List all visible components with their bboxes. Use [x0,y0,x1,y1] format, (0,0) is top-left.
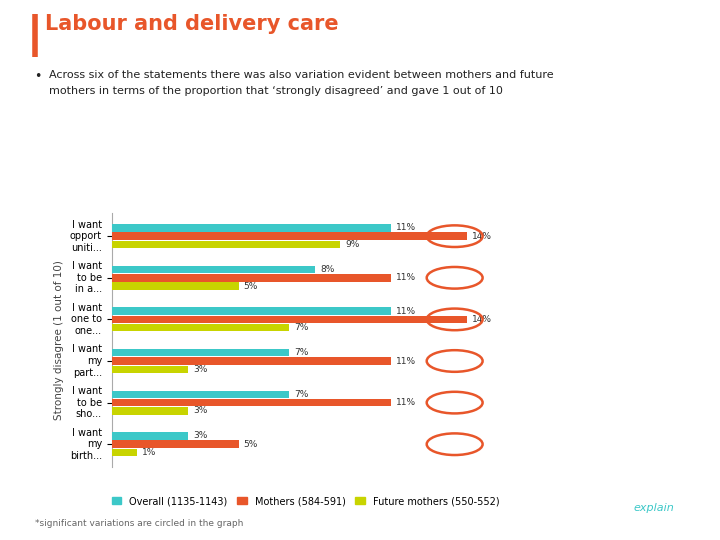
Bar [112,316,467,323]
Bar [112,266,315,273]
Bar [112,366,188,373]
Text: 1%: 1% [142,448,156,457]
Bar [112,407,188,415]
Text: •: • [35,70,42,83]
Legend: Overall (1135-1143), Mothers (584-591), Future mothers (550-552): Overall (1135-1143), Mothers (584-591), … [108,492,503,510]
Text: 11%: 11% [396,398,416,407]
Text: 5%: 5% [244,282,258,291]
Bar [112,449,137,456]
Bar [112,282,238,290]
Text: 9%: 9% [346,240,360,249]
Bar [112,399,391,407]
Text: 7%: 7% [294,348,309,357]
Y-axis label: Strongly disagree (1 out of 10): Strongly disagree (1 out of 10) [54,260,64,420]
Bar [112,441,238,448]
Text: 14%: 14% [472,315,492,324]
Bar [112,232,467,240]
Text: 3%: 3% [193,407,207,415]
Text: Labour and delivery care: Labour and delivery care [45,14,338,33]
Text: 11%: 11% [396,356,416,366]
Bar [112,432,188,440]
Text: 7%: 7% [294,323,309,332]
Bar [112,324,289,332]
Text: 5%: 5% [244,440,258,449]
Text: mothers in terms of the proportion that ‘strongly disagreed’ and gave 1 out of 1: mothers in terms of the proportion that … [49,86,503,97]
Text: explain: explain [634,503,675,513]
Text: 14%: 14% [472,232,492,241]
Text: 11%: 11% [396,307,416,315]
Bar [112,390,289,398]
Bar [112,357,391,364]
Text: 8%: 8% [320,265,334,274]
Bar [112,274,391,281]
Text: Across six of the statements there was also variation evident between mothers an: Across six of the statements there was a… [49,70,554,80]
Bar [112,349,289,356]
Text: *significant variations are circled in the graph: *significant variations are circled in t… [35,519,243,528]
Text: 11%: 11% [396,273,416,282]
Text: 3%: 3% [193,365,207,374]
Text: 11%: 11% [396,224,416,232]
Text: 7%: 7% [294,390,309,399]
Bar [112,307,391,315]
Bar [112,241,341,248]
Text: 3%: 3% [193,431,207,441]
Bar [112,224,391,232]
